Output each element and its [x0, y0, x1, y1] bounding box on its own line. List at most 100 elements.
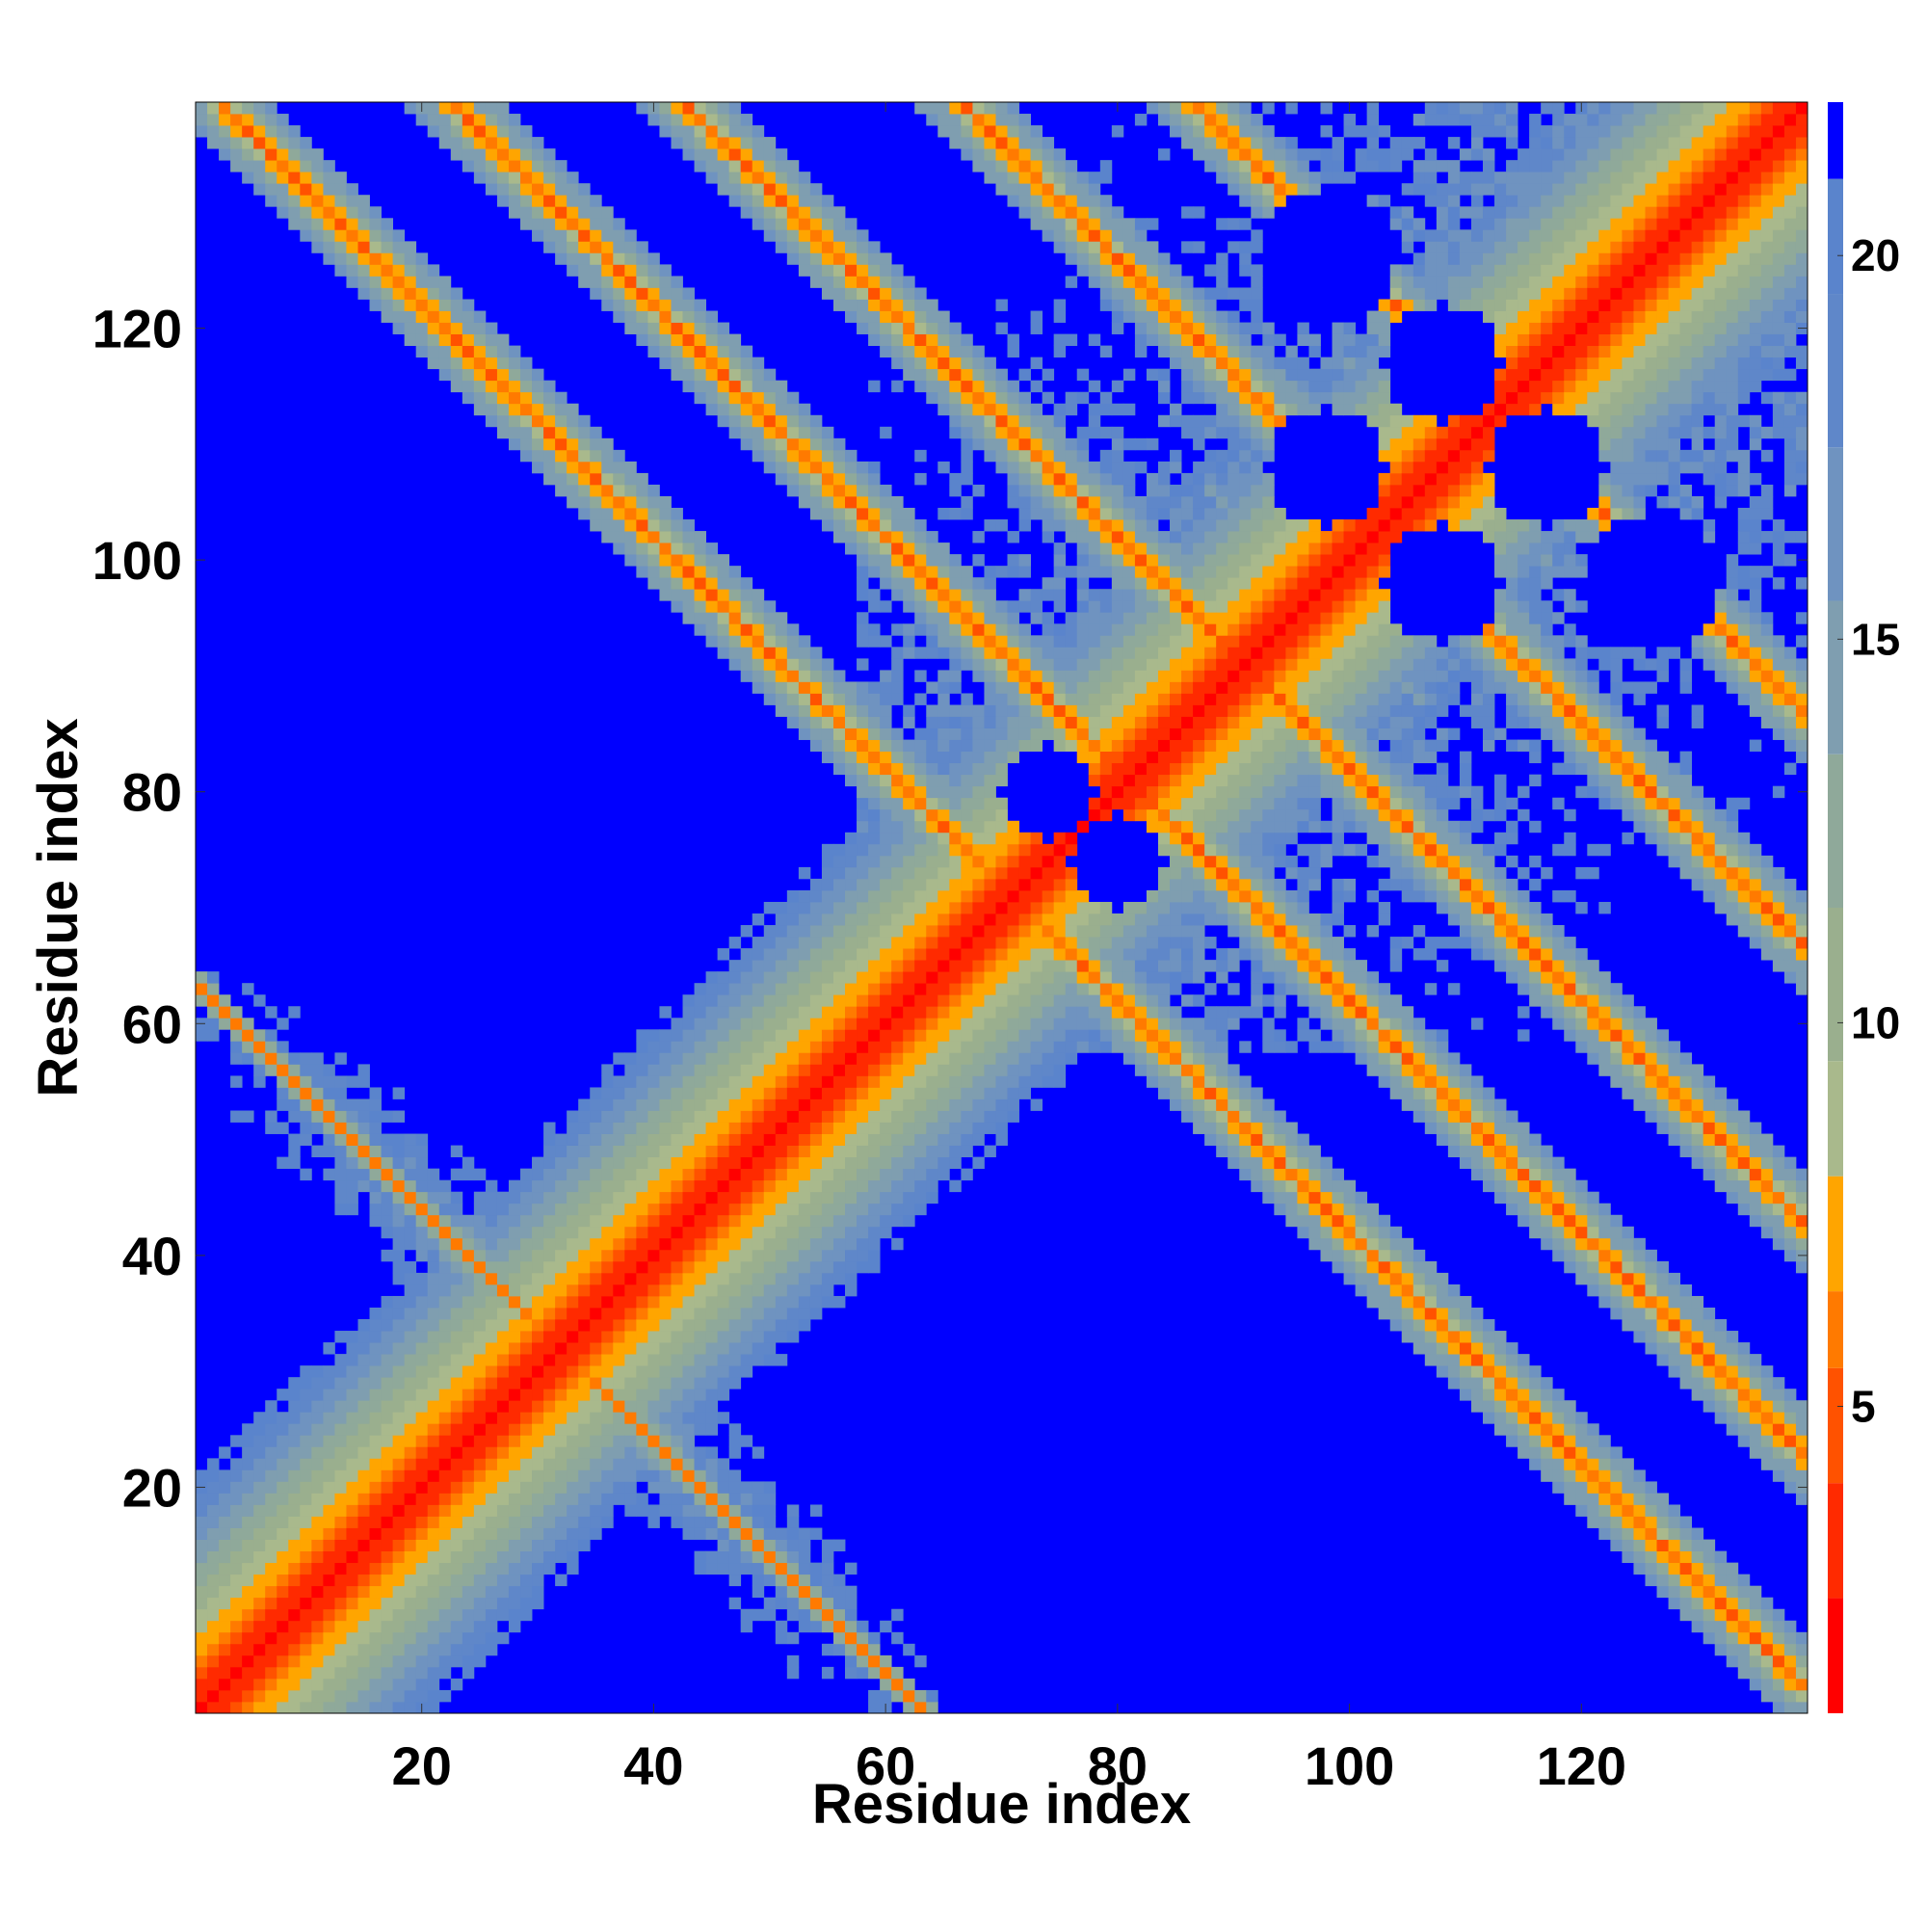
heatmap-cell	[427, 1307, 440, 1320]
heatmap-cell	[1053, 681, 1067, 694]
heatmap-cell	[520, 1226, 533, 1239]
heatmap-cell	[717, 345, 730, 358]
heatmap-cell	[903, 1689, 915, 1703]
heatmap-cell	[798, 1295, 811, 1309]
heatmap-cell	[868, 785, 881, 799]
heatmap-cell	[903, 785, 915, 799]
heatmap-cell	[508, 1458, 521, 1470]
heatmap-cell	[265, 195, 277, 207]
heatmap-cell	[288, 1689, 301, 1703]
heatmap-cell	[647, 1446, 660, 1459]
heatmap-cell	[832, 948, 846, 961]
heatmap-cell	[323, 229, 335, 242]
heatmap-cell	[1065, 901, 1078, 914]
heatmap-cell	[532, 1214, 544, 1228]
heatmap-cell	[1030, 472, 1043, 486]
heatmap-cell	[1111, 1029, 1124, 1042]
heatmap-cell	[543, 1435, 556, 1447]
heatmap-cell	[636, 1110, 648, 1123]
heatmap-cell	[473, 1365, 487, 1378]
heatmap-cell	[369, 1562, 382, 1575]
heatmap-cell	[857, 925, 869, 938]
heatmap-cell	[752, 1527, 765, 1540]
heatmap-cell	[613, 495, 625, 509]
heatmap-cell	[450, 1481, 463, 1494]
heatmap-cell	[427, 125, 440, 138]
heatmap-cell	[346, 1539, 358, 1551]
heatmap-cell	[832, 1272, 846, 1285]
heatmap-cell	[961, 1122, 973, 1134]
heatmap-cell	[949, 1122, 962, 1134]
heatmap-cell	[1099, 635, 1113, 648]
heatmap-cell	[508, 160, 521, 172]
heatmap-cell	[636, 1458, 648, 1470]
heatmap-cell	[323, 1574, 335, 1587]
heatmap-cell	[705, 1156, 719, 1170]
heatmap-cell	[1088, 414, 1101, 428]
heatmap-cell	[485, 102, 498, 115]
heatmap-cell	[798, 449, 811, 463]
heatmap-cell	[485, 160, 498, 172]
heatmap-cell	[567, 1435, 579, 1447]
heatmap-cell	[196, 102, 208, 115]
heatmap-cell	[659, 1064, 672, 1076]
heatmap-cell	[277, 1504, 289, 1517]
heatmap-cell	[288, 1145, 301, 1158]
heatmap-cell	[694, 1389, 706, 1401]
heatmap-cell	[1065, 889, 1078, 903]
heatmap-cell	[230, 1493, 243, 1505]
heatmap-cell	[728, 1539, 742, 1551]
heatmap-cell	[786, 1145, 800, 1158]
heatmap-cell	[705, 310, 719, 323]
heatmap-cell	[659, 1435, 672, 1447]
heatmap-cell	[671, 577, 683, 590]
heatmap-cell	[740, 114, 753, 126]
heatmap-cell	[914, 1029, 927, 1042]
heatmap-cell	[984, 866, 996, 880]
heatmap-cell	[972, 1041, 985, 1053]
heatmap-cell	[624, 1075, 637, 1088]
heatmap-cell	[277, 183, 289, 196]
heatmap-cell	[601, 1342, 614, 1355]
heatmap-cell	[1122, 983, 1136, 995]
heatmap-cell	[1088, 566, 1101, 578]
heatmap-cell	[1042, 1041, 1055, 1053]
heatmap-cell	[404, 1631, 417, 1645]
heatmap-cell	[775, 704, 788, 717]
heatmap-cell	[786, 1331, 800, 1343]
heatmap-cell	[752, 670, 765, 682]
heatmap-cell	[1134, 519, 1148, 532]
heatmap-cell	[821, 1098, 834, 1111]
heatmap-cell	[961, 983, 973, 995]
heatmap-cell	[647, 577, 660, 590]
heatmap-cell	[300, 1539, 312, 1551]
heatmap-cell	[1134, 299, 1148, 311]
heatmap-cell	[880, 566, 892, 578]
heatmap-cell	[288, 1156, 301, 1170]
heatmap-cell	[1146, 948, 1159, 961]
heatmap-cell	[508, 1412, 521, 1424]
heatmap-cell	[763, 635, 777, 648]
heatmap-cell	[1018, 843, 1031, 857]
heatmap-cell	[845, 1122, 858, 1134]
heatmap-cell	[914, 612, 927, 624]
heatmap-cell	[462, 1342, 475, 1355]
heatmap-cell	[1134, 751, 1148, 764]
heatmap-cell	[288, 1110, 301, 1123]
heatmap-cell	[798, 461, 811, 474]
heatmap-cell	[381, 1620, 394, 1633]
heatmap-cell	[1111, 125, 1124, 138]
heatmap-cell	[508, 1493, 521, 1505]
heatmap-cell	[647, 1110, 660, 1123]
heatmap-cell	[786, 1098, 800, 1111]
heatmap-cell	[300, 1458, 312, 1470]
heatmap-cell	[832, 252, 846, 265]
heatmap-cell	[740, 1064, 753, 1076]
heatmap-cell	[728, 1516, 742, 1528]
heatmap-cell	[392, 1377, 406, 1389]
heatmap-cell	[995, 658, 1008, 671]
heatmap-cell	[277, 137, 289, 149]
heatmap-cell	[1018, 519, 1031, 532]
heatmap-cell	[1076, 566, 1090, 578]
heatmap-cell	[473, 1319, 487, 1332]
